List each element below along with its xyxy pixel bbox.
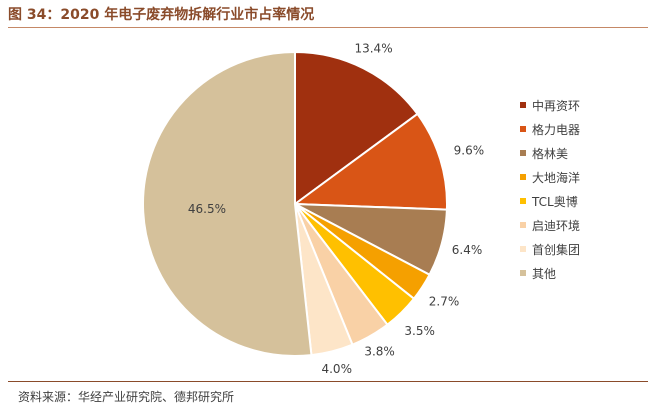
- slice-label: 13.4%: [354, 42, 392, 56]
- legend-label: 其他: [532, 267, 556, 281]
- slice-label: 3.5%: [404, 324, 435, 338]
- legend-swatch: [520, 198, 526, 204]
- pie-slice: [292, 112, 448, 211]
- pie-slice: [142, 50, 313, 357]
- legend-label: 首创集团: [532, 242, 580, 257]
- legend-label: 中再资环: [532, 98, 580, 113]
- slice-label: 3.8%: [364, 344, 395, 358]
- pie-slice: [294, 50, 419, 206]
- source-note: 资料来源：华经产业研究院、德邦研究所: [18, 390, 235, 404]
- slice-label: 6.4%: [452, 243, 483, 257]
- legend-label: 格力电器: [532, 122, 580, 137]
- legend-label: 大地海洋: [532, 170, 580, 185]
- footer-divider: [8, 381, 648, 382]
- title-divider: [8, 27, 648, 28]
- legend-swatch: [520, 222, 526, 228]
- legend-label: 格林美: [532, 146, 568, 161]
- legend-label: 启迪环境: [532, 218, 580, 233]
- legend-swatch: [520, 270, 526, 276]
- legend-swatch: [520, 102, 526, 108]
- slice-label: 9.6%: [454, 143, 485, 157]
- legend-swatch: [520, 174, 526, 180]
- slice-label: 4.0%: [321, 362, 352, 376]
- legend-swatch: [520, 246, 526, 252]
- legend-label: TCL奥博: [531, 194, 578, 209]
- slice-label: 46.5%: [188, 202, 226, 216]
- slice-label: 2.7%: [429, 294, 460, 308]
- legend-swatch: [520, 126, 526, 132]
- legend-swatch: [520, 150, 526, 156]
- chart-title: 图 34：2020 年电子废弃物拆解行业市占率情况: [8, 7, 315, 23]
